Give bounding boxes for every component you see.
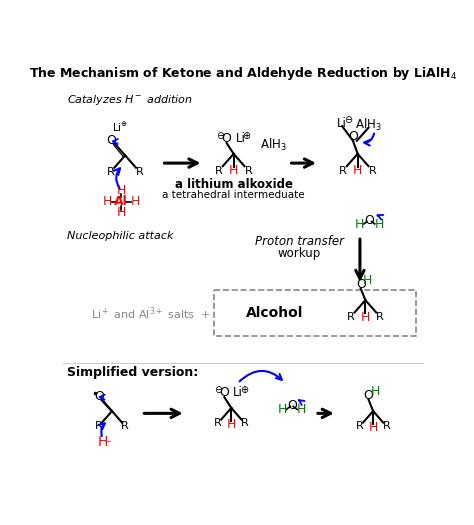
Text: Catalyzes H$^-$ addition: Catalyzes H$^-$ addition (67, 93, 193, 107)
Text: AlH$_3$: AlH$_3$ (355, 117, 382, 133)
Text: H: H (278, 403, 287, 416)
Text: R: R (347, 312, 355, 322)
Text: Alcohol: Alcohol (246, 306, 303, 320)
Text: workup: workup (278, 247, 321, 260)
Text: O: O (94, 390, 104, 403)
Text: Li: Li (236, 132, 246, 145)
Bar (214, 290, 416, 337)
Text: R: R (107, 167, 114, 177)
Text: H: H (229, 164, 238, 177)
Text: O: O (106, 133, 116, 146)
Text: H: H (374, 218, 384, 231)
Text: R: R (383, 422, 390, 432)
Text: H: H (117, 206, 126, 219)
Text: H: H (102, 195, 112, 208)
Text: H: H (227, 418, 236, 432)
Text: H: H (368, 422, 378, 435)
Text: R: R (136, 167, 144, 177)
Text: H: H (296, 403, 306, 416)
Text: O: O (356, 278, 365, 291)
Text: Simplified version:: Simplified version: (67, 366, 198, 379)
Text: O: O (348, 130, 358, 143)
Text: R: R (121, 422, 129, 432)
Text: O: O (364, 389, 374, 402)
Text: Nucleophilic attack: Nucleophilic attack (67, 231, 173, 242)
Text: H: H (117, 184, 126, 197)
Text: R: R (95, 422, 103, 432)
Text: O: O (219, 386, 229, 399)
Text: AlH$_3$: AlH$_3$ (260, 136, 287, 153)
Text: a lithium alkoxide: a lithium alkoxide (174, 178, 292, 191)
Text: R: R (215, 166, 223, 176)
Text: Proton transfer: Proton transfer (255, 235, 344, 248)
Text: R: R (368, 166, 376, 176)
Text: Li$^+$ and Al$^{3+}$ salts  +: Li$^+$ and Al$^{3+}$ salts + (91, 305, 210, 321)
Text: R: R (245, 166, 252, 176)
Text: The Mechanism of Ketone and Aldehyde Reduction by LiAlH$_4$: The Mechanism of Ketone and Aldehyde Red… (29, 65, 457, 82)
Text: $\oplus$: $\oplus$ (242, 130, 251, 141)
Text: Li: Li (233, 386, 243, 399)
Text: H: H (130, 195, 140, 208)
Text: H: H (361, 311, 370, 323)
Text: R: R (376, 312, 384, 322)
Text: Li$^{\oplus}$: Li$^{\oplus}$ (112, 121, 128, 134)
Text: O: O (222, 132, 232, 145)
Text: $\ominus$: $\ominus$ (344, 114, 353, 125)
Text: $^-$: $^-$ (104, 439, 112, 449)
Text: $\ominus$: $\ominus$ (213, 384, 223, 395)
Text: H: H (363, 274, 373, 287)
Text: $\oplus$: $\oplus$ (240, 384, 249, 395)
Text: H: H (353, 164, 362, 177)
Text: Li: Li (337, 117, 347, 130)
Text: R: R (339, 166, 347, 176)
Text: H: H (371, 384, 380, 397)
Text: H: H (355, 218, 364, 231)
Text: R: R (241, 418, 248, 428)
Text: a tetrahedral intermeduate: a tetrahedral intermeduate (162, 191, 305, 201)
Text: Al: Al (114, 195, 128, 208)
Text: O: O (287, 399, 297, 412)
Text: R: R (214, 418, 222, 428)
Text: R: R (356, 422, 364, 432)
Text: O: O (365, 214, 374, 227)
Text: $\ominus$: $\ominus$ (216, 130, 225, 141)
Text: H: H (98, 435, 108, 449)
